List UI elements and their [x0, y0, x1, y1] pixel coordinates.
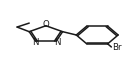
Text: N: N — [32, 38, 38, 47]
Text: O: O — [43, 20, 49, 29]
Text: Br: Br — [112, 43, 122, 52]
Text: N: N — [54, 38, 60, 47]
